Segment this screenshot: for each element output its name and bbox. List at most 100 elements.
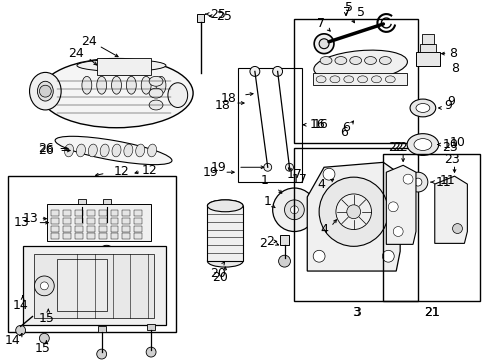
Bar: [34, 254, 154, 318]
Bar: [134, 234, 142, 239]
Bar: [22, 246, 165, 325]
Ellipse shape: [147, 144, 156, 157]
Ellipse shape: [313, 50, 407, 81]
Ellipse shape: [406, 134, 438, 156]
Bar: [415, 51, 439, 67]
Circle shape: [16, 325, 25, 335]
Text: 15: 15: [39, 312, 54, 325]
Circle shape: [249, 67, 259, 76]
Circle shape: [285, 163, 293, 171]
Ellipse shape: [207, 200, 243, 212]
Text: 6: 6: [341, 121, 349, 134]
Text: 3: 3: [352, 306, 360, 319]
Circle shape: [319, 39, 328, 49]
Bar: [134, 218, 142, 224]
Text: 17: 17: [286, 168, 302, 181]
Text: 12: 12: [113, 165, 129, 178]
Circle shape: [451, 224, 462, 234]
Ellipse shape: [207, 200, 243, 212]
Circle shape: [335, 194, 371, 230]
Text: 19: 19: [202, 166, 218, 179]
Ellipse shape: [55, 136, 172, 165]
Bar: [87, 234, 95, 239]
Ellipse shape: [343, 76, 353, 83]
Bar: [147, 324, 155, 330]
Bar: [63, 218, 71, 224]
Bar: [63, 210, 71, 216]
Bar: [238, 68, 302, 182]
Ellipse shape: [334, 57, 346, 64]
Bar: [87, 218, 95, 224]
Ellipse shape: [64, 144, 73, 157]
Ellipse shape: [357, 76, 367, 83]
Circle shape: [346, 205, 360, 219]
Bar: [99, 210, 106, 216]
Ellipse shape: [111, 76, 121, 94]
Bar: [87, 226, 95, 231]
Text: 17: 17: [291, 173, 306, 186]
Text: 9: 9: [447, 95, 454, 108]
Bar: [57, 259, 106, 311]
Bar: [99, 226, 106, 231]
Bar: [51, 210, 59, 216]
Bar: [97, 58, 151, 75]
Circle shape: [387, 202, 397, 212]
Bar: [122, 218, 130, 224]
Polygon shape: [306, 162, 399, 271]
Bar: [122, 210, 130, 216]
Circle shape: [40, 85, 51, 97]
Polygon shape: [434, 176, 467, 243]
Text: 11: 11: [435, 176, 450, 189]
Bar: [98, 327, 105, 332]
Polygon shape: [386, 165, 415, 244]
Circle shape: [319, 177, 387, 246]
Text: 22: 22: [387, 141, 403, 154]
Text: 19: 19: [210, 161, 226, 174]
Ellipse shape: [364, 57, 376, 64]
Bar: [78, 199, 86, 207]
Circle shape: [98, 246, 115, 263]
Ellipse shape: [77, 59, 165, 71]
Bar: [110, 218, 118, 224]
Ellipse shape: [40, 59, 193, 128]
Text: 15: 15: [34, 342, 50, 355]
Text: 26: 26: [39, 142, 54, 155]
Text: 20: 20: [212, 271, 228, 284]
Ellipse shape: [385, 76, 394, 83]
Bar: [75, 226, 83, 231]
Bar: [51, 234, 59, 239]
Circle shape: [263, 163, 271, 171]
Text: 6: 6: [339, 126, 347, 139]
Bar: [102, 199, 110, 207]
Circle shape: [413, 178, 421, 186]
Bar: [312, 73, 406, 85]
Circle shape: [40, 333, 49, 343]
Text: 25: 25: [210, 8, 226, 21]
Bar: [207, 206, 243, 261]
Bar: [134, 210, 142, 216]
Circle shape: [386, 176, 398, 188]
Text: 1: 1: [260, 174, 268, 186]
Bar: [51, 226, 59, 231]
Text: 18: 18: [214, 99, 230, 112]
Bar: [419, 44, 435, 51]
Circle shape: [41, 282, 48, 290]
Text: 7: 7: [316, 17, 325, 31]
Ellipse shape: [320, 57, 331, 64]
Text: 5: 5: [344, 1, 352, 14]
Bar: [110, 234, 118, 239]
Ellipse shape: [349, 57, 361, 64]
Text: 23: 23: [441, 141, 457, 154]
Text: 16: 16: [308, 118, 325, 131]
Bar: [47, 204, 151, 242]
Ellipse shape: [409, 99, 435, 117]
Ellipse shape: [112, 144, 121, 157]
Circle shape: [284, 200, 304, 220]
Bar: [63, 234, 71, 239]
Text: 14: 14: [13, 299, 28, 312]
Bar: [99, 234, 106, 239]
Circle shape: [392, 226, 402, 237]
Text: 7: 7: [342, 6, 350, 19]
Text: 9: 9: [444, 99, 451, 112]
Ellipse shape: [329, 76, 339, 83]
